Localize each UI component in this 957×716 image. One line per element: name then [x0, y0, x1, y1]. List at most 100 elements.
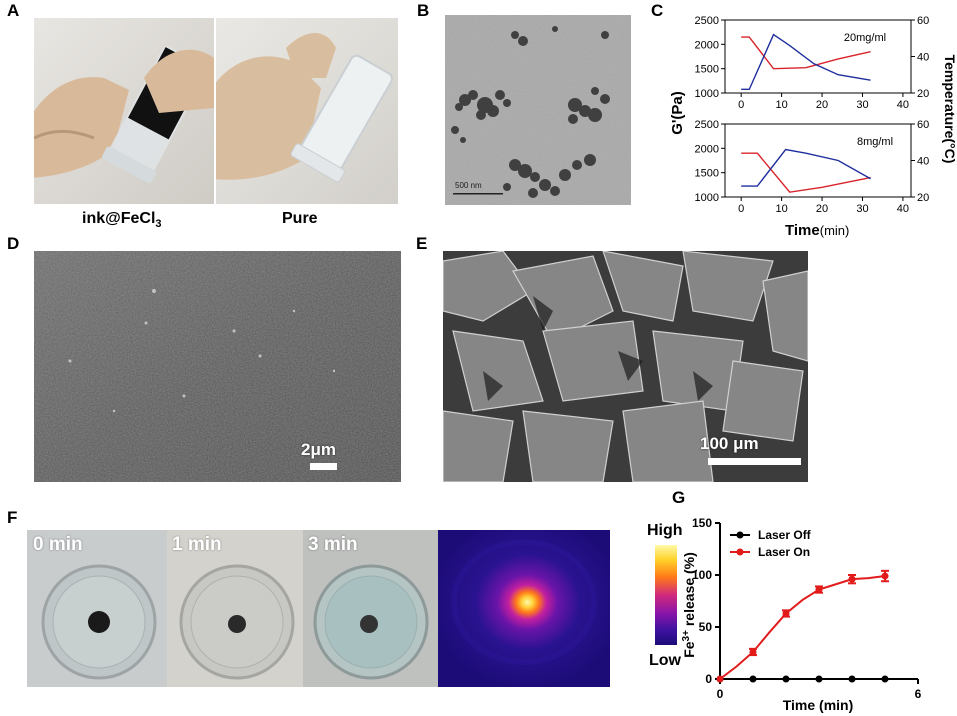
xtick-label-top: 40	[897, 99, 909, 111]
colorbar-low-label: Low	[649, 652, 681, 669]
time-label-1: 1 min	[172, 534, 222, 555]
release-ylabel: Fe3+ release (%)	[681, 552, 697, 658]
release-point-0	[881, 675, 889, 683]
rheology-chart: 1000 1500 2000 2500 20 40 60 0 10 20 30 40 1000 1500…	[669, 15, 957, 239]
legend-label: Laser Off	[758, 528, 812, 542]
legend-marker	[736, 548, 744, 556]
ytick-left-label-bottom: 2500	[695, 119, 719, 131]
rheology-xlabel-text: Time	[785, 222, 820, 239]
dish-photo-3min	[303, 530, 438, 687]
panel-label-g: G	[672, 488, 686, 507]
release-ytick-label: 100	[692, 568, 712, 582]
thermal-image	[438, 530, 610, 687]
ytick-right-label-bottom: 40	[917, 156, 929, 168]
sem-e-illustration	[443, 251, 808, 482]
rheology-series-top-right	[741, 33, 871, 91]
time-label-0: 0 min	[33, 534, 83, 555]
release-point-1	[749, 648, 757, 656]
xtick-label-top: 10	[775, 99, 787, 111]
ytick-right-label-top: 20	[917, 88, 929, 100]
xtick-label-top: 20	[816, 99, 828, 111]
ytick-right-label-bottom: 20	[917, 192, 929, 204]
release-point-1	[716, 675, 724, 683]
ytick-left-label-bottom: 2000	[695, 143, 719, 155]
dish-photo-1min	[167, 530, 303, 687]
release-xlabel: Time (min)	[783, 697, 854, 713]
sem-e-scalebar	[708, 458, 801, 465]
sem-d-scalebar	[310, 463, 337, 470]
panel-label-c: C	[651, 1, 664, 20]
colorbar-high-label: High	[647, 522, 683, 539]
thermal-illustration	[438, 530, 610, 687]
caption-pure: Pure	[282, 210, 318, 227]
rheology-series-bottom-right	[741, 148, 871, 187]
ytick-left-label-top: 1000	[695, 88, 719, 100]
rheology-series-top-left	[741, 36, 871, 70]
ytick-left-label-top: 2500	[695, 15, 719, 27]
panel-label-d: D	[7, 234, 20, 253]
release-ylabel-main: Fe	[681, 641, 697, 658]
rheology-ylabel-left: G'(Pa)	[669, 91, 686, 135]
sem-d-illustration	[34, 251, 401, 482]
vial-ink-illustration	[34, 46, 214, 184]
dish-3min-illustration	[313, 564, 429, 680]
ytick-left-label-top: 2000	[695, 39, 719, 51]
caption-ink-sub: 3	[155, 218, 162, 231]
panel-label-f: F	[7, 508, 18, 527]
rheology-chart-bottom: 1000 1500 2000 2500 20 40 60 0 10 20 30 40	[695, 119, 930, 215]
legend-label: Laser On	[758, 545, 810, 559]
sem-d-scalebar-label: 2μm	[301, 440, 336, 459]
release-plot: 0 50 100 150 0 6 Laser Off Laser On	[692, 516, 922, 701]
xtick-label-bottom: 10	[775, 203, 787, 215]
dish-photo-0min	[27, 530, 167, 687]
rheology-series-bottom-left	[741, 152, 871, 193]
panel-label-e: E	[416, 234, 428, 253]
release-ytick-label: 0	[705, 672, 712, 686]
tem-image: 500 nm	[445, 15, 631, 205]
rheology-chart-top: 1000 1500 2000 2500 20 40 60 0 10 20 30 40	[695, 15, 930, 111]
time-label-3: 3 min	[308, 534, 358, 555]
release-point-0	[749, 675, 757, 683]
vial-ink-photo	[34, 18, 214, 204]
release-ylabel-rest: release (%)	[681, 552, 697, 630]
release-point-1	[815, 586, 823, 594]
tem-illustration	[445, 15, 631, 205]
release-ytick-label: 50	[699, 620, 713, 634]
caption-ink: ink@FeCl3	[82, 210, 162, 230]
vial-pure-photo	[216, 18, 398, 204]
rheology-xlabel-unit: min	[824, 223, 845, 238]
xtick-label-bottom: 40	[897, 203, 909, 215]
release-xtick-label: 6	[915, 687, 922, 701]
rheology-xlabel: Time(min)	[785, 222, 849, 239]
release-point-0	[848, 675, 856, 683]
release-point-1	[782, 609, 790, 617]
xtick-label-top: 30	[856, 99, 868, 111]
panel-label-a: A	[7, 1, 20, 20]
release-point-1	[881, 572, 889, 580]
dish-0min-illustration	[41, 564, 157, 680]
ytick-right-label-top: 40	[917, 52, 929, 64]
release-point-1	[848, 575, 856, 583]
tem-scalebar-label: 500 nm	[455, 181, 482, 190]
release-point-0	[782, 675, 790, 683]
release-ylabel-sup: 3+	[681, 630, 692, 642]
legend-marker	[736, 531, 744, 539]
release-point-0	[815, 675, 823, 683]
caption-ink-text: ink@FeCl	[82, 210, 156, 227]
sem-e-scalebar-label: 100 μm	[700, 434, 759, 453]
vial-pure-illustration	[216, 33, 393, 183]
rheology-tag-bottom: 8mg/ml	[857, 136, 893, 148]
ytick-right-label-top: 60	[917, 15, 929, 27]
xtick-label-top: 0	[738, 99, 744, 111]
xtick-label-bottom: 0	[738, 203, 744, 215]
release-line-1	[719, 575, 886, 680]
colorbar	[655, 545, 677, 645]
ytick-left-label-bottom: 1000	[695, 192, 719, 204]
release-ytick-label: 150	[692, 516, 712, 530]
release-xtick-label: 0	[717, 687, 724, 701]
xtick-label-bottom: 20	[816, 203, 828, 215]
ytick-right-label-bottom: 60	[917, 119, 929, 131]
ytick-left-label-bottom: 1500	[695, 168, 719, 180]
dish-1min-illustration	[179, 564, 295, 680]
xtick-label-bottom: 30	[856, 203, 868, 215]
